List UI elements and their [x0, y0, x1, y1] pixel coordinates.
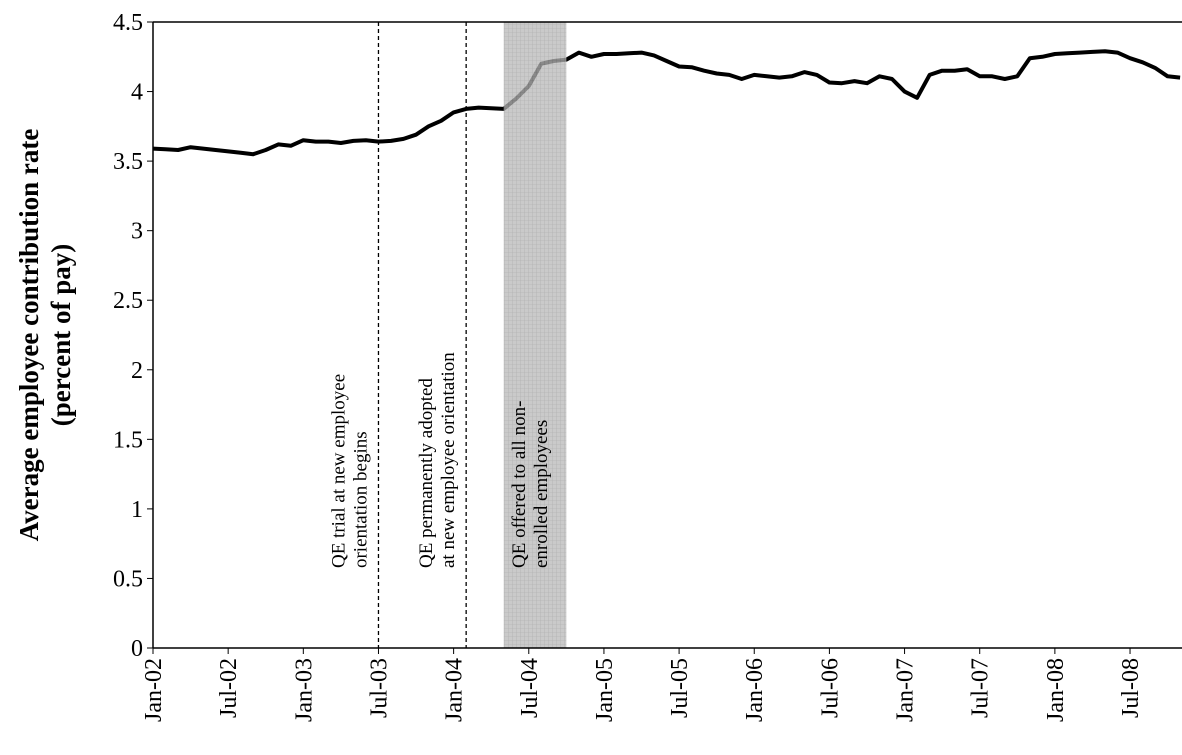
x-tick-label: Jul-04	[517, 658, 543, 718]
y-tick-label: 1.5	[113, 427, 143, 453]
x-tick-label: Jan-03	[291, 658, 317, 722]
x-tick-label: Jul-02	[216, 658, 242, 718]
x-tick-label: Jul-07	[968, 658, 994, 718]
x-tick-label: Jul-03	[366, 658, 392, 718]
y-tick-label: 0.5	[113, 566, 143, 592]
y-tick-label: 0	[131, 636, 143, 662]
x-tick-label: Jul-06	[817, 658, 843, 718]
data-line	[152, 49, 1181, 157]
y-tick-label: 3	[131, 219, 143, 245]
x-tick-label: Jan-02	[141, 658, 167, 722]
y-tick-label: 1	[131, 497, 143, 523]
x-tick-label: Jan-06	[742, 658, 768, 722]
shaded-period	[503, 22, 567, 648]
y-axis-label: (percent of pay)	[46, 244, 76, 426]
annotation-text: QE permanently adopted	[416, 378, 437, 568]
y-tick-label: 2	[131, 358, 143, 384]
annotation-text: enrolled employees	[531, 420, 552, 568]
x-tick-label: Jul-08	[1118, 658, 1144, 718]
x-tick-label: Jan-07	[893, 658, 919, 722]
x-tick-label: Jul-05	[667, 658, 693, 718]
x-tick-label: Jan-05	[592, 658, 618, 722]
y-tick-label: 4	[131, 80, 143, 106]
x-tick-label: Jan-04	[442, 658, 468, 722]
annotation-text: at new employee orientation	[438, 352, 459, 568]
annotation-text: QE trial at new employee	[328, 374, 349, 568]
annotation-text: orientation begins	[350, 431, 371, 568]
annotation-text: QE offered to all non-	[509, 401, 530, 568]
y-axis-label: Average employee contribution rate	[14, 129, 44, 542]
y-tick-label: 3.5	[113, 149, 143, 175]
y-tick-label: 4.5	[113, 10, 143, 36]
x-tick-label: Jan-08	[1043, 658, 1069, 722]
y-tick-label: 2.5	[113, 288, 143, 314]
